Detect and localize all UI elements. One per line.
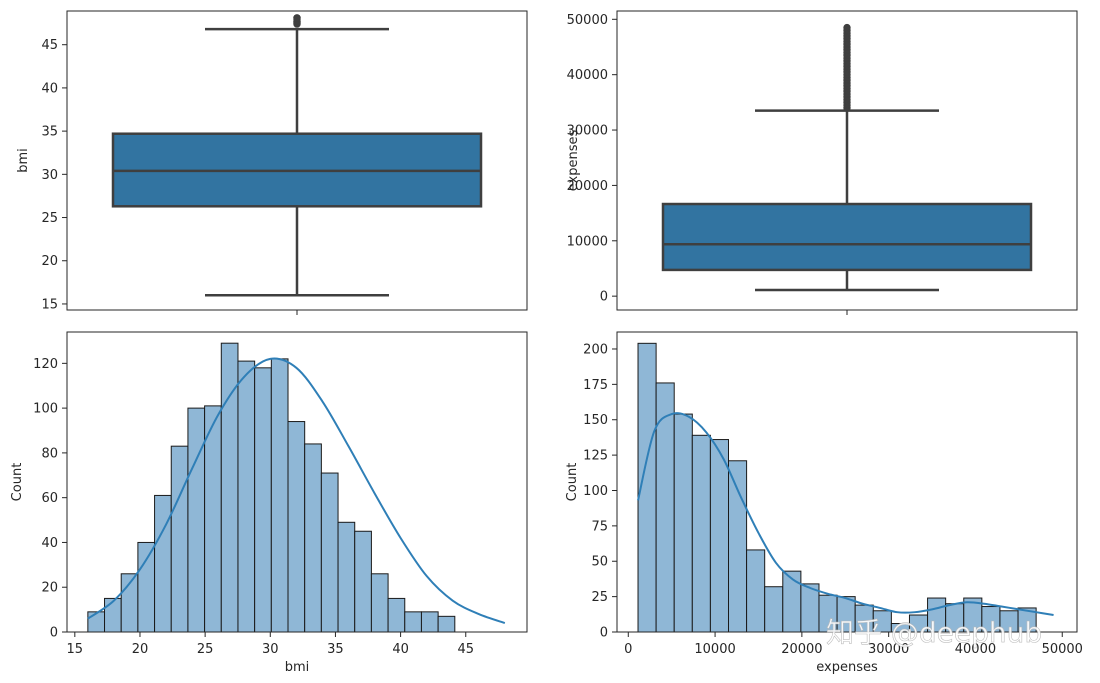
y-tick-label: 100 (33, 402, 58, 417)
histogram-bar (104, 597, 122, 633)
y-tick-label: 0 (600, 626, 608, 641)
histogram-bar (320, 472, 339, 633)
x-tick-label: 50000 (1042, 642, 1083, 657)
watermark: 知乎 @deephub (826, 616, 1042, 649)
y-tick-label: 125 (583, 449, 608, 464)
y-tick-label: 30 (41, 168, 58, 183)
x-tick-label: 40 (392, 642, 409, 657)
histogram-bar (187, 407, 206, 633)
expenses-boxplot-panel: 0 10000 20000 30000 40000 50000 expenses (566, 10, 1078, 315)
histogram-bar (691, 434, 711, 633)
y-tick-label: 30000 (567, 124, 608, 139)
x-tick-label: 10000 (694, 642, 735, 657)
kde-curve (637, 412, 1054, 617)
x-tick-label: 45 (457, 642, 474, 657)
kde-curve (87, 357, 506, 624)
histogram-bar (387, 597, 406, 633)
y-tick-label: 10000 (567, 234, 608, 249)
histogram-bar (287, 421, 306, 633)
axes-frame (616, 10, 1078, 311)
histogram-bar (709, 439, 730, 633)
x-tick-label: 40000 (955, 642, 996, 657)
y-tick-label: 80 (41, 446, 58, 461)
histogram-bar (782, 570, 802, 633)
histogram-bar (254, 367, 272, 633)
x-axis-label: bmi (285, 660, 310, 675)
histogram-bar (270, 358, 289, 633)
histogram-bar (437, 615, 456, 633)
histogram-bar (304, 443, 322, 633)
histogram-bar (337, 521, 356, 633)
y-tick-label: 100 (583, 484, 608, 499)
histogram-bar (420, 611, 439, 633)
x-tick-label: 20000 (781, 642, 822, 657)
y-tick-label: 20 (41, 254, 58, 269)
y-axis-label: Count (10, 463, 25, 502)
x-tick-label: 15 (67, 642, 84, 657)
x-tick-label: 20 (132, 642, 149, 657)
x-tick-label: 25 (197, 642, 214, 657)
y-tick-label: 45 (41, 38, 58, 53)
y-tick-label: 25 (591, 590, 608, 605)
y-tick-label: 25 (41, 211, 58, 226)
y-tick-label: 175 (583, 378, 608, 393)
y-tick-label: 20 (41, 581, 58, 596)
histogram-bar (746, 549, 766, 633)
y-tick-label: 20000 (567, 179, 608, 194)
x-tick-label: 35 (327, 642, 344, 657)
y-tick-label: 50000 (567, 13, 608, 28)
y-tick-label: 75 (591, 519, 608, 534)
axes-frame (66, 10, 528, 311)
histogram-bar (170, 445, 189, 633)
y-tick-label: 15 (41, 297, 58, 312)
x-tick-label: 0 (624, 642, 632, 657)
bmi-boxplot-panel: 15 20 25 30 35 40 45 bmi (16, 10, 528, 315)
y-tick-label: 0 (600, 290, 608, 305)
outlier-point (293, 14, 301, 22)
histogram-bar (87, 611, 106, 633)
y-axis-label: bmi (16, 148, 31, 173)
axes-frame (66, 331, 528, 633)
histogram-bar (655, 382, 675, 633)
y-tick-label: 50 (591, 555, 608, 570)
histogram-bar (404, 611, 422, 633)
y-axis-label: Count (565, 463, 580, 502)
y-axis-label: expenses (566, 130, 581, 192)
histogram-bar (370, 573, 389, 633)
y-tick-label: 150 (583, 413, 608, 428)
y-tick-label: 40 (41, 81, 58, 96)
histogram-bar (154, 494, 172, 633)
histogram-bar (137, 541, 156, 633)
y-tick-label: 200 (583, 342, 608, 357)
y-tick-label: 40000 (567, 68, 608, 83)
outlier-point (843, 23, 851, 32)
y-tick-label: 0 (50, 626, 58, 641)
x-axis-label: expenses (816, 660, 878, 675)
x-tick-label: 30000 (868, 642, 909, 657)
x-tick-label: 30 (262, 642, 279, 657)
iqr-box (661, 202, 1033, 272)
expenses-histogram-panel: 0 25 50 75 100 125 150 175 200 0 10000 20000 30000 40… (565, 331, 1083, 675)
y-tick-label: 120 (33, 357, 58, 372)
histogram-bar (237, 360, 256, 633)
histogram-bar (728, 460, 748, 633)
axes-frame (616, 331, 1078, 633)
histogram-bar (354, 530, 372, 633)
bmi-histogram-panel: 0 20 40 60 80 100 120 15 20 25 30 35 40 45 bmi Count (10, 331, 528, 675)
histogram-bar (204, 405, 222, 633)
y-tick-label: 35 (41, 125, 58, 140)
histogram-bar (673, 413, 693, 633)
histogram-bar (764, 586, 784, 633)
y-tick-label: 40 (41, 536, 58, 551)
y-tick-label: 60 (41, 491, 58, 506)
